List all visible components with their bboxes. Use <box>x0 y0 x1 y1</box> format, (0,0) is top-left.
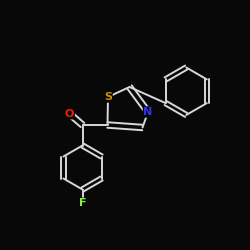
Text: F: F <box>79 198 86 208</box>
Text: S: S <box>104 92 112 102</box>
Text: N: N <box>144 107 152 117</box>
Text: O: O <box>65 109 74 119</box>
